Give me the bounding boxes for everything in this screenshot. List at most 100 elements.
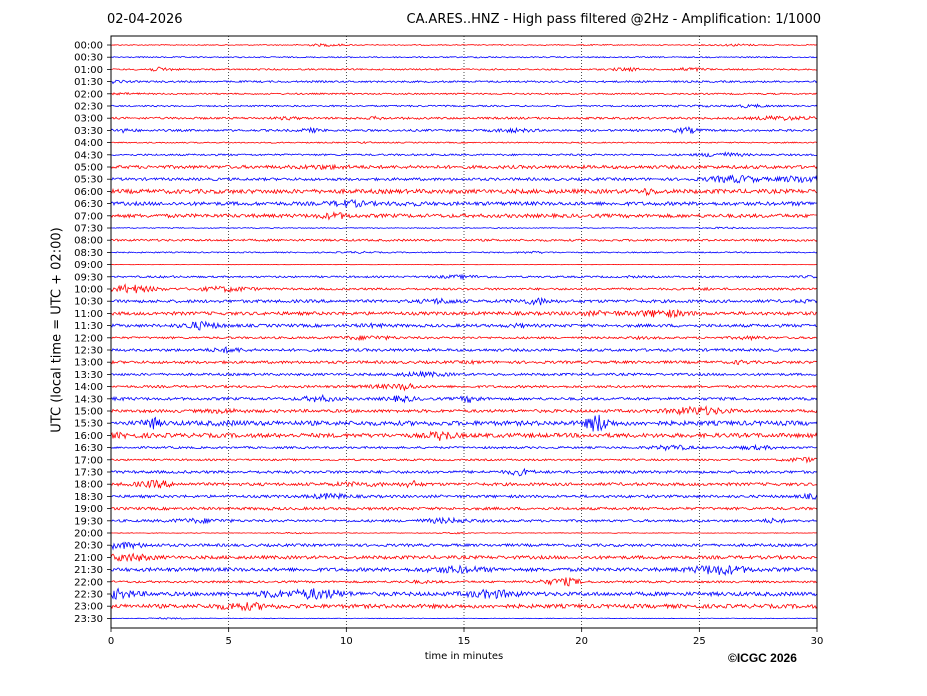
y-tick-label: 12:30: [74, 346, 103, 357]
plot-frame: [110, 35, 818, 629]
y-tick-label: 00:30: [74, 53, 103, 64]
y-tick-label: 09:30: [74, 272, 103, 283]
trace-row: [110, 114, 818, 122]
trace-row: [110, 211, 818, 221]
trace-row: [110, 346, 818, 355]
trace-layer: [110, 42, 818, 620]
y-tick-label: 01:00: [74, 65, 103, 76]
grid-layer: [228, 36, 700, 628]
trace-row: [110, 617, 818, 620]
y-tick-label: 08:30: [74, 248, 103, 259]
trace-row: [110, 198, 818, 208]
trace-row: [110, 467, 818, 477]
trace-row: [110, 443, 818, 452]
y-tick-label: 20:00: [74, 529, 103, 540]
trace-row: [110, 308, 818, 319]
trace-row: [110, 430, 818, 441]
trace-row: [110, 370, 818, 379]
y-tick-label: 03:00: [74, 114, 103, 125]
trace-row: [110, 226, 818, 230]
y-tick-label: 07:00: [74, 211, 103, 222]
trace-row: [110, 174, 818, 184]
trace-row: [110, 601, 818, 612]
trace-row: [110, 577, 818, 587]
trace-row: [110, 91, 818, 96]
trace-row: [110, 564, 818, 576]
trace-row: [110, 541, 818, 551]
y-tick-label: 11:00: [74, 309, 103, 320]
y-tick-label: 18:00: [74, 480, 103, 491]
trace-row: [110, 414, 818, 432]
y-tick-label: 09:00: [74, 260, 103, 271]
trace-row: [110, 405, 818, 416]
trace-row: [110, 141, 818, 145]
trace-row: [110, 250, 818, 255]
y-tick-label: 19:00: [74, 504, 103, 515]
trace-row: [110, 320, 818, 331]
trace-row: [110, 393, 818, 404]
x-tick-label: 30: [811, 636, 824, 647]
x-tick-label: 5: [225, 636, 231, 647]
trace-row: [110, 42, 818, 47]
trace-row: [110, 516, 818, 525]
y-tick-label: 22:00: [74, 577, 103, 588]
trace-row: [110, 238, 818, 243]
trace-row: [110, 531, 818, 535]
y-tick-label: 13:00: [74, 358, 103, 369]
y-tick-label: 14:30: [74, 394, 103, 405]
y-tick-label: 23:30: [74, 614, 103, 625]
y-tick-label: 10:30: [74, 297, 103, 308]
trace-row: [110, 296, 818, 306]
y-tick-label: 12:00: [74, 333, 103, 344]
y-tick-label: 10:00: [74, 285, 103, 296]
trace-row: [110, 382, 818, 392]
y-tick-label: 01:30: [74, 77, 103, 88]
x-tick-label: 10: [340, 636, 353, 647]
y-tick-label: 17:30: [74, 468, 103, 479]
trace-row: [110, 56, 818, 59]
trace-row: [110, 587, 818, 601]
y-tick-label: 07:30: [74, 224, 103, 235]
date-label: 02-04-2026: [107, 12, 183, 27]
y-tick-label: 11:30: [74, 321, 103, 332]
y-tick-label: 21:00: [74, 553, 103, 564]
trace-row: [110, 126, 818, 135]
x-tick-label: 25: [693, 636, 706, 647]
y-tick-label: 16:30: [74, 443, 103, 454]
y-tick-label: 18:30: [74, 492, 103, 503]
y-tick-label: 13:30: [74, 370, 103, 381]
trace-row: [110, 492, 818, 501]
y-tick-label: 15:00: [74, 407, 103, 418]
trace-row: [110, 506, 818, 511]
y-tick-label: 14:00: [74, 382, 103, 393]
x-axis-label: time in minutes: [424, 651, 504, 662]
y-tick-label: 15:30: [74, 419, 103, 430]
trace-row: [110, 66, 818, 73]
trace-row: [110, 163, 818, 171]
y-tick-label: 23:00: [74, 602, 103, 613]
trace-row: [110, 334, 818, 342]
trace-row: [110, 151, 818, 158]
trace-row: [110, 79, 818, 85]
trace-row: [110, 479, 818, 489]
trace-row: [110, 283, 818, 294]
y-tick-label: 04:00: [74, 138, 103, 149]
y-tick-label: 06:00: [74, 187, 103, 198]
y-tick-label: 17:00: [74, 455, 103, 466]
y-tick-label: 22:30: [74, 590, 103, 601]
y-tick-label: 20:30: [74, 541, 103, 552]
trace-row: [110, 103, 818, 109]
y-tick-label: 05:00: [74, 163, 103, 174]
chart-title: CA.ARES..HNZ - High pass filtered @2Hz -…: [406, 12, 821, 27]
y-tick-label: 03:30: [74, 126, 103, 137]
y-tick-label: 05:30: [74, 175, 103, 186]
y-tick-label: 21:30: [74, 565, 103, 576]
y-tick-label: 04:30: [74, 150, 103, 161]
y-tick-label: 08:00: [74, 236, 103, 247]
y-tick-label: 16:00: [74, 431, 103, 442]
trace-row: [110, 456, 818, 464]
y-tick-label: 06:30: [74, 199, 103, 210]
trace-row: [110, 273, 818, 281]
